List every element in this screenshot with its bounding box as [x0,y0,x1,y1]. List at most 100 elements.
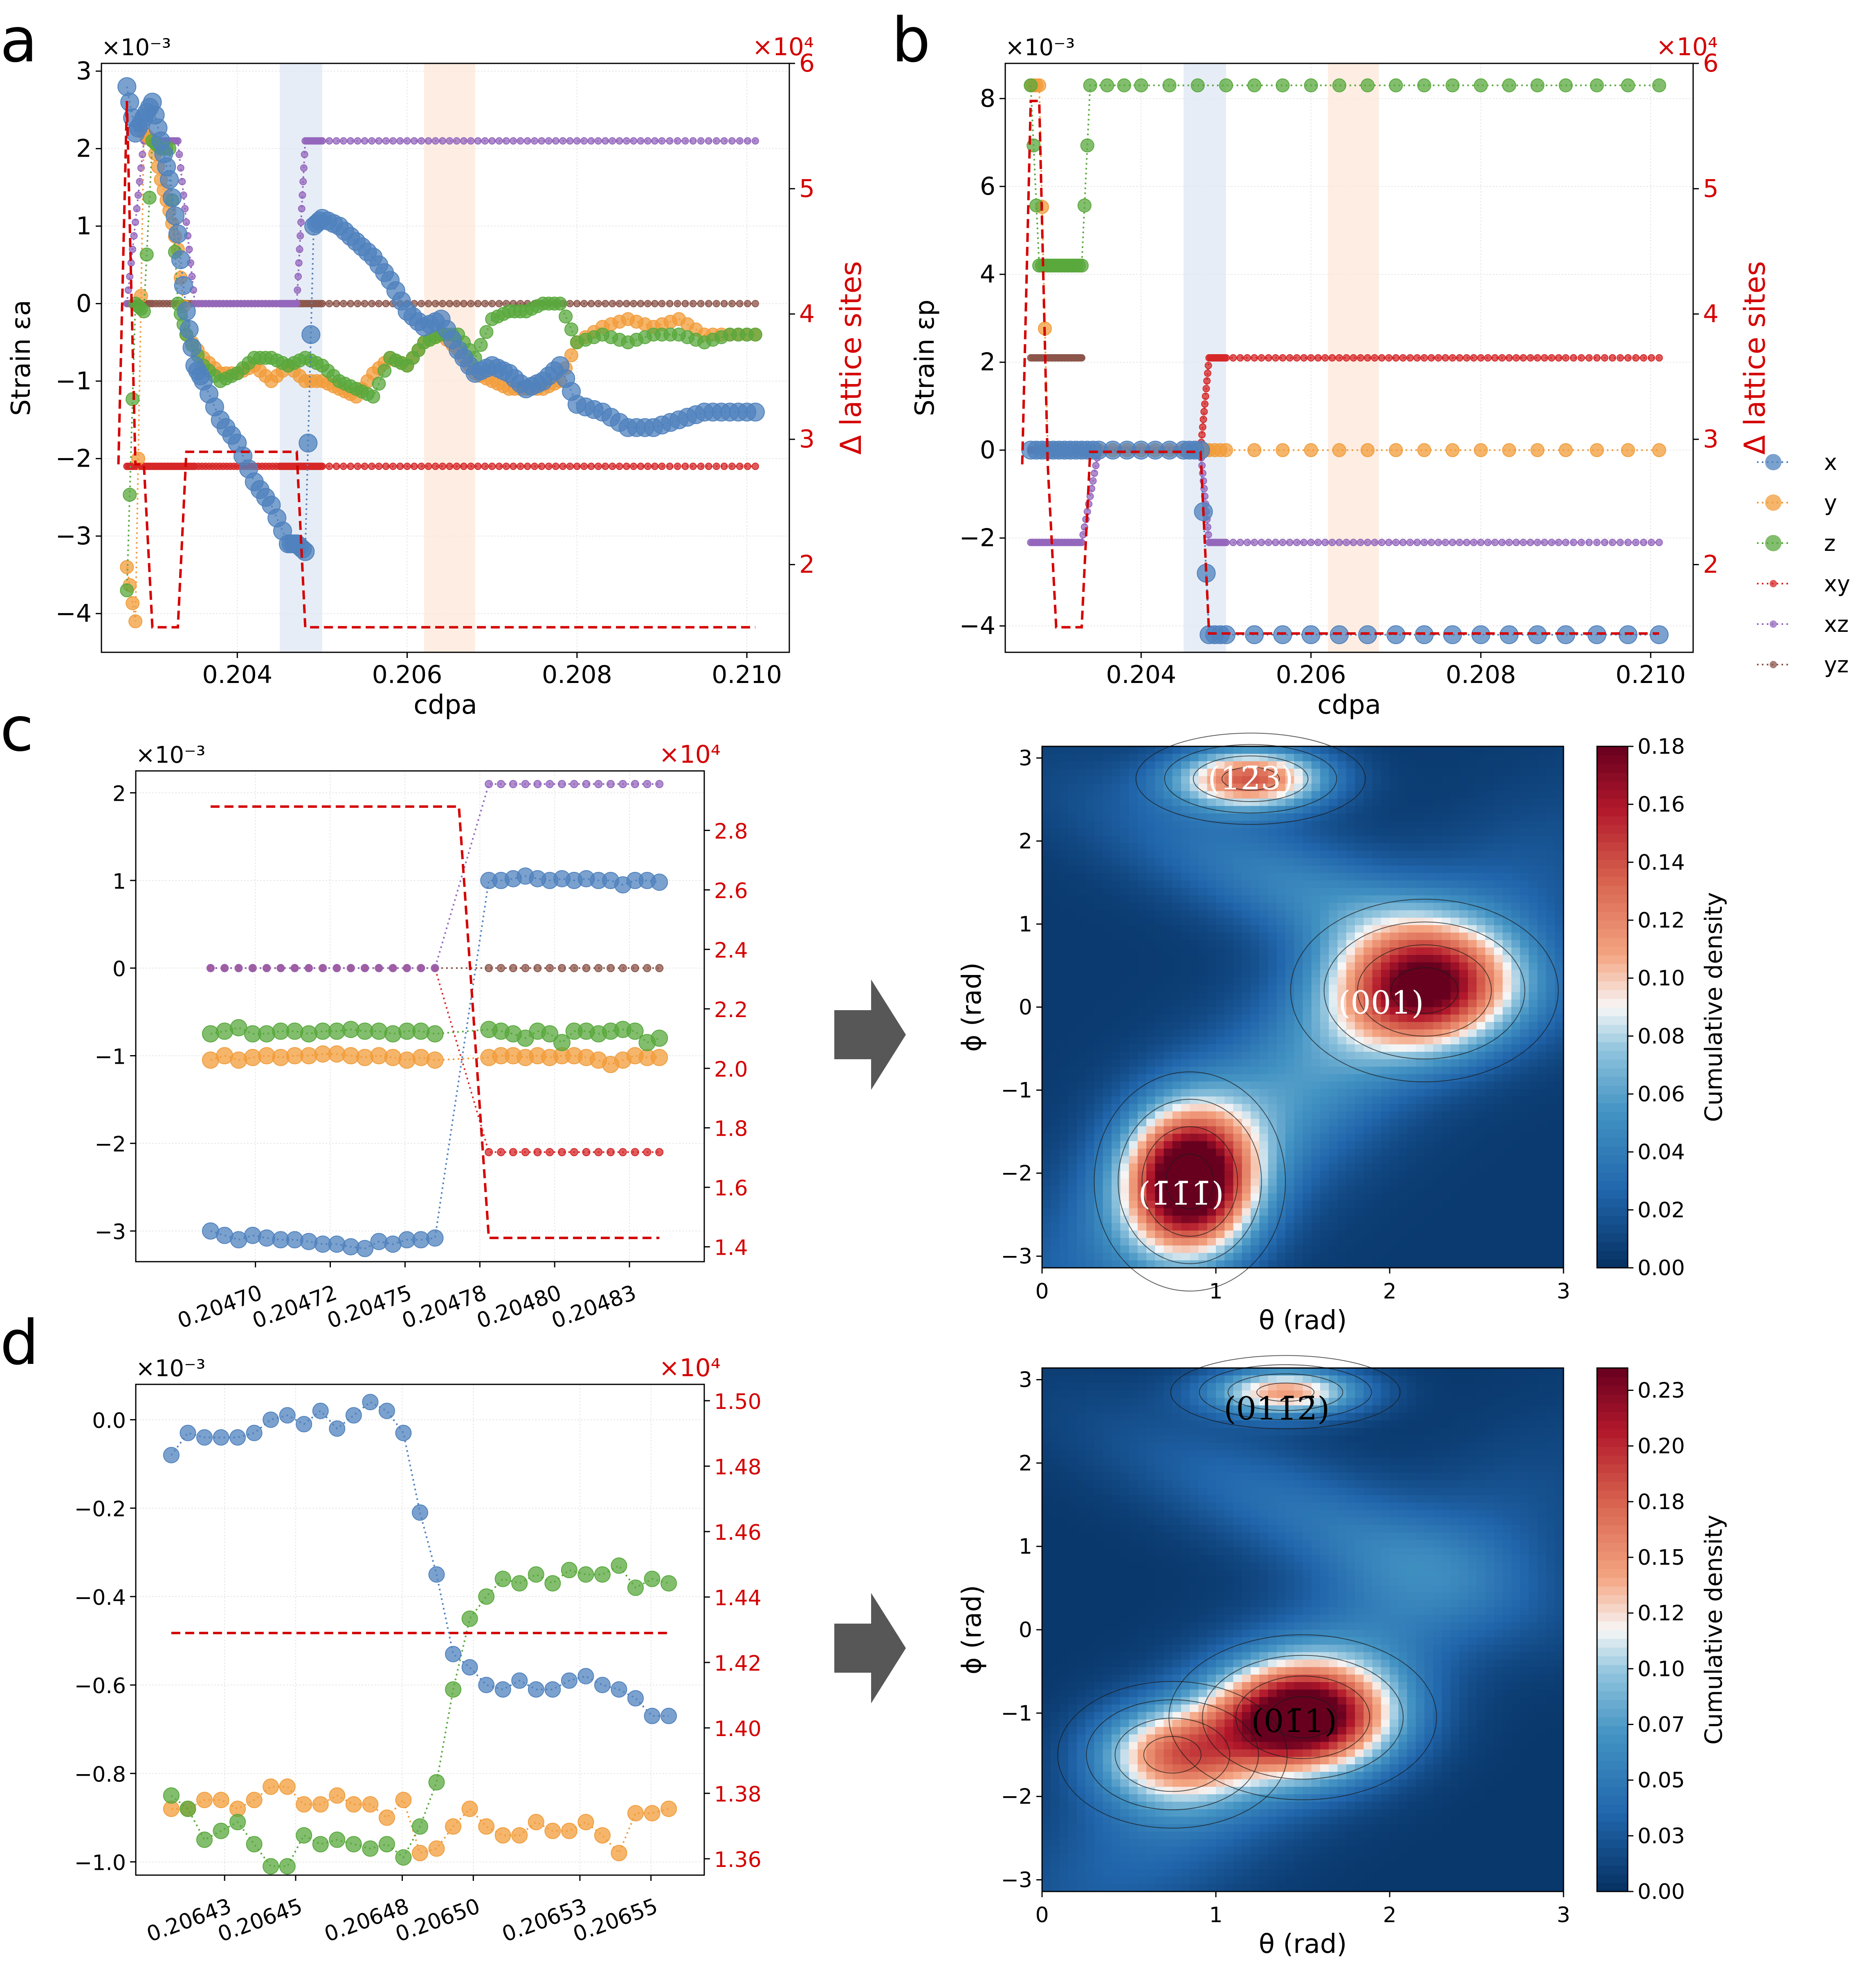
heatmap-cell [1051,1230,1060,1239]
heatmap-cell [1415,1186,1425,1194]
heatmap-cell [1337,1245,1347,1253]
heatmap-cell [1398,746,1408,755]
heatmap-cell [1146,1119,1156,1127]
heatmap-cell [1129,1111,1138,1119]
y-tick-label: 3 [76,57,92,85]
heatmap-cell [1059,865,1069,874]
heatmap-cell [1346,903,1355,911]
heatmap-cell [1216,1126,1225,1134]
heatmap-cell [1112,1223,1121,1231]
heatmap-cell [1424,851,1434,859]
series-xz-point [133,205,141,213]
series-xz-point [129,245,137,253]
heatmap-cell [1120,888,1130,896]
heatmap-cell [1311,1134,1321,1142]
heatmap-cell [1224,1178,1234,1186]
heatmap-cell [1042,1059,1051,1067]
heatmap-cell [1415,1253,1425,1261]
series-xz-point [1392,539,1400,546]
heatmap-cell [1137,776,1147,784]
heatmap-cell [1164,1067,1173,1075]
heatmap-cell [1112,917,1121,926]
heatmap-cell [1190,1074,1199,1082]
heatmap-cell [1381,858,1390,866]
series-xz-point [1350,539,1357,546]
x-tick-label: 0.20472 [249,1280,340,1334]
heatmap-cell [1424,984,1434,993]
series-xz-point [276,964,285,973]
heatmap-cell [1112,1022,1121,1030]
heatmap-cell [1390,806,1399,814]
heatmap-cell [1146,992,1156,1000]
heatmap-cell [1120,1253,1130,1261]
heatmap-cell [1372,970,1382,978]
heatmap-cell [1372,1081,1382,1089]
heatmap-cell [1068,940,1077,948]
heatmap-cell [1207,1022,1216,1030]
heatmap-cell [1103,1022,1112,1030]
heatmap-cell [1137,806,1147,814]
heatmap-cell [1329,992,1338,1000]
heatmap-cell [1311,1208,1321,1216]
heatmap-cell [1355,1178,1364,1186]
heatmap-cell [1094,1230,1103,1239]
heatmap-cell [1285,858,1295,866]
heatmap-cell [1042,1171,1051,1179]
heatmap-cell [1303,977,1312,985]
heatmap-cell [1085,970,1095,978]
heatmap-cell [1112,843,1121,851]
heatmap-cell [1372,932,1382,941]
series-yz-point [446,300,454,308]
heatmap-cell [1415,1141,1425,1149]
panel-letter-a: a [0,5,38,76]
heatmap-cell [1407,821,1416,829]
series-z-point [553,1034,571,1051]
heatmap-cell [1285,955,1295,963]
heatmap-cell [1364,888,1373,896]
heatmap-cell [1042,1193,1051,1202]
series-x-point [395,1424,412,1441]
series-xz-point [521,780,530,788]
series-xz-point [1505,539,1513,546]
series-x-point [370,1233,388,1250]
heatmap-cell [1311,806,1321,814]
heatmap-cell [1346,1201,1355,1209]
heatmap-cell [1364,1074,1373,1082]
heatmap-cell [1346,1171,1355,1179]
heatmap-cell [1303,873,1312,881]
series-xy-point [495,463,503,470]
heatmap-cell [1398,1238,1408,1246]
heatmap-cell [1311,1029,1321,1038]
heatmap-cell [1242,1134,1251,1142]
series-z-point [412,1818,428,1835]
heatmap-cell [1285,1067,1295,1075]
heatmap-cell [1381,1148,1390,1157]
heatmap-cell [1390,1253,1399,1261]
heatmap-cell [1155,1081,1164,1089]
heatmap-cell [1051,1067,1060,1075]
series-z-point [1074,258,1089,273]
series-xz-point [728,137,736,145]
series-y-point [428,1840,445,1857]
heatmap-cell [1112,1111,1121,1119]
heatmap-cell [1042,836,1051,844]
heatmap-cell [1311,970,1321,978]
heatmap-cell [1155,843,1164,851]
heatmap-cell [1285,903,1295,911]
heatmap-cell [1051,858,1060,866]
chart-a: 0.204 0.206 0.208 0.210−4−3−2−1012323456cdp… [6,33,868,720]
heatmap-cell [1190,925,1199,933]
heatmap-cell [1233,970,1242,978]
heatmap-cell [1251,1037,1260,1045]
heatmap-cell [1242,873,1251,881]
heatmap-cell [1120,865,1130,874]
heatmap-cell [1311,1253,1321,1261]
heatmap-cell [1346,1096,1355,1105]
heatmap-cell [1190,1134,1199,1142]
heatmap-cell [1381,821,1390,829]
heatmap-cell [1155,806,1164,814]
heatmap-cell [1181,1029,1191,1038]
heatmap-cell [1051,784,1060,792]
heatmap-cell [1303,858,1312,866]
heatmap-cell [1120,1059,1130,1067]
